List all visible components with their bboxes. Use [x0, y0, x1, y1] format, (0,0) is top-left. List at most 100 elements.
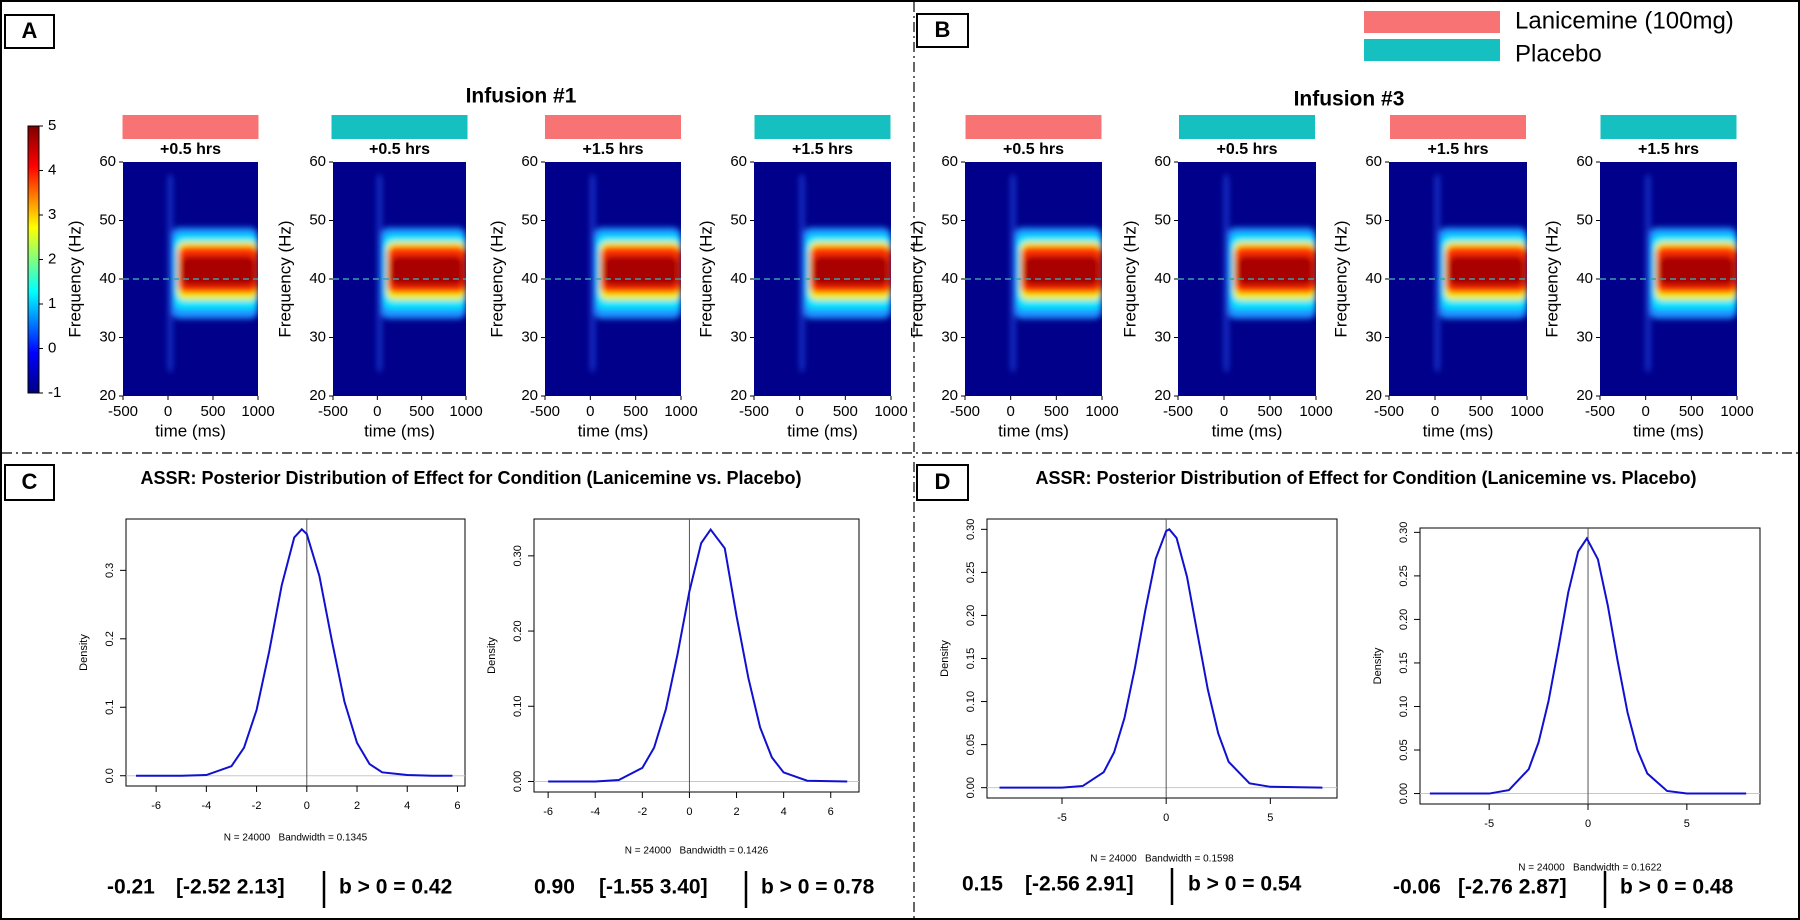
x-tick-label: 2 — [354, 800, 360, 812]
y-tick-label: 50 — [309, 211, 326, 228]
y-tick-label: 40 — [99, 270, 116, 287]
x-tick-label: 4 — [404, 800, 410, 812]
panel-label: D — [935, 469, 951, 494]
heatmap-texture — [1434, 173, 1527, 373]
y-tick-label: 40 — [1154, 270, 1171, 287]
x-tick-label: 0 — [1006, 403, 1014, 420]
estimate: 0.90 — [534, 876, 575, 899]
x-tick-label: 0 — [1641, 403, 1649, 420]
y-tick-label: 30 — [521, 328, 538, 345]
y-tick-label: 60 — [730, 153, 747, 170]
x-tick-label: 0 — [586, 403, 594, 420]
panel-label-box — [4, 464, 55, 501]
y-tick-label: 50 — [1154, 211, 1171, 228]
y-axis-label: Density — [486, 637, 498, 674]
y-tick-label: 0.1 — [104, 700, 116, 715]
x-tick-label: 1000 — [241, 403, 274, 420]
heatmap-region — [1645, 173, 1651, 373]
y-axis-label: Frequency (Hz) — [1120, 220, 1139, 337]
interval: [-1.55 3.40] — [599, 876, 708, 899]
y-tick-label: 0.2 — [104, 631, 116, 646]
heatmap-region — [1658, 255, 1735, 287]
heatmap-title: +0.5 hrs — [1003, 141, 1064, 158]
x-axis-label: time (ms) — [787, 421, 858, 440]
x-tick-label: 6 — [454, 800, 460, 812]
heatmap-blur — [1434, 173, 1527, 373]
y-tick-label: 0.0 — [104, 768, 116, 783]
heatmap-region — [390, 255, 464, 287]
y-axis-label: Frequency (Hz) — [65, 220, 84, 337]
heatmap-title: +1.5 hrs — [1428, 141, 1489, 158]
y-tick-label: 60 — [309, 153, 326, 170]
colorbar-label: 1 — [48, 295, 56, 312]
legend-label: Lanicemine (100mg) — [1515, 7, 1734, 34]
x-axis-label: N = 24000 Bandwidth = 0.1598 — [1090, 854, 1234, 865]
condition-bar — [122, 115, 259, 139]
y-tick-label: 20 — [309, 387, 326, 404]
x-axis-label: time (ms) — [998, 421, 1069, 440]
interval: [-2.56 2.91] — [1025, 873, 1134, 896]
legend-label: Placebo — [1515, 40, 1602, 67]
y-tick-label: 0.20 — [1398, 609, 1410, 630]
heatmap-region — [799, 173, 805, 373]
x-axis-label: N = 24000 Bandwidth = 0.1622 — [1518, 863, 1662, 874]
y-tick-label: 50 — [1365, 211, 1382, 228]
y-axis-label: Density — [78, 634, 90, 671]
heatmap-title: +1.5 hrs — [1638, 141, 1699, 158]
x-tick-label: 0 — [1163, 812, 1169, 824]
y-tick-label: 20 — [521, 387, 538, 404]
condition-bar — [754, 115, 891, 139]
x-tick-label: 2 — [733, 806, 739, 818]
legend-swatch — [1364, 39, 1500, 61]
x-tick-label: 1000 — [449, 403, 482, 420]
heatmap-region — [603, 255, 679, 287]
probability: b > 0 = 0.54 — [1188, 873, 1302, 896]
estimate: 0.15 — [962, 873, 1003, 896]
group-title: Infusion #1 — [466, 85, 577, 108]
estimate: -0.21 — [107, 876, 155, 899]
y-tick-label: 20 — [1576, 387, 1593, 404]
y-tick-label: 50 — [1576, 211, 1593, 228]
section-title: ASSR: Posterior Distribution of Effect f… — [1035, 468, 1696, 488]
y-tick-label: 40 — [941, 270, 958, 287]
y-tick-label: 60 — [99, 153, 116, 170]
x-axis-label: time (ms) — [578, 421, 649, 440]
y-tick-label: 0.10 — [512, 696, 524, 717]
y-tick-label: 40 — [1576, 270, 1593, 287]
y-tick-label: 0.30 — [965, 519, 977, 540]
y-tick-label: 0.30 — [1398, 522, 1410, 543]
x-axis-label: time (ms) — [155, 421, 226, 440]
x-tick-label: -4 — [590, 806, 600, 818]
heatmap-blur — [799, 173, 891, 373]
x-tick-label: -500 — [318, 403, 348, 420]
x-tick-label: 5 — [1684, 818, 1690, 830]
x-tick-label: -2 — [637, 806, 647, 818]
y-tick-label: 30 — [941, 328, 958, 345]
x-axis-label: N = 24000 Bandwidth = 0.1426 — [625, 846, 769, 857]
legend-swatch — [1364, 11, 1500, 33]
y-axis-label: Frequency (Hz) — [275, 220, 294, 337]
x-tick-label: 1000 — [1299, 403, 1332, 420]
heatmap-title: +0.5 hrs — [369, 141, 430, 158]
colorbar-label: 0 — [48, 339, 56, 356]
y-axis-label: Frequency (Hz) — [1331, 220, 1350, 337]
x-tick-label: -2 — [252, 800, 262, 812]
y-tick-label: 30 — [1576, 328, 1593, 345]
x-tick-label: -500 — [950, 403, 980, 420]
heatmap-region — [1023, 255, 1100, 287]
x-tick-label: -6 — [543, 806, 553, 818]
density-line — [999, 528, 1323, 789]
heatmap-region — [812, 255, 889, 287]
heatmap-region — [1448, 255, 1525, 287]
heatmap-region — [181, 255, 256, 287]
y-tick-label: 50 — [99, 211, 116, 228]
heatmap-region — [1237, 255, 1314, 287]
colorbar-label: 4 — [48, 161, 56, 178]
y-tick-label: 0.20 — [965, 605, 977, 626]
y-tick-label: 0.15 — [1398, 652, 1410, 673]
y-tick-label: 20 — [99, 387, 116, 404]
x-tick-label: 1000 — [664, 403, 697, 420]
y-tick-label: 30 — [1154, 328, 1171, 345]
heatmap-title: +1.5 hrs — [583, 141, 644, 158]
